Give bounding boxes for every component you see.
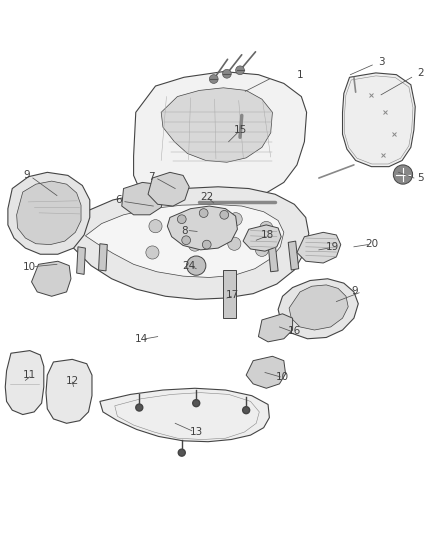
Polygon shape: [288, 241, 299, 270]
Circle shape: [182, 236, 191, 245]
Polygon shape: [167, 206, 237, 250]
Text: 9: 9: [24, 171, 31, 180]
Polygon shape: [246, 356, 286, 388]
Polygon shape: [99, 244, 107, 271]
Text: 15: 15: [233, 125, 247, 135]
Text: 9: 9: [351, 286, 358, 296]
Circle shape: [243, 407, 250, 414]
Text: 18: 18: [261, 230, 274, 240]
Circle shape: [136, 404, 143, 411]
Circle shape: [146, 246, 159, 259]
Circle shape: [228, 237, 241, 251]
Polygon shape: [343, 73, 415, 167]
Polygon shape: [46, 359, 92, 423]
Polygon shape: [100, 388, 269, 442]
Circle shape: [178, 449, 185, 456]
Text: 1: 1: [297, 70, 304, 79]
Circle shape: [187, 256, 206, 275]
Text: 13: 13: [190, 427, 203, 437]
Circle shape: [220, 211, 229, 219]
Polygon shape: [161, 88, 272, 162]
Polygon shape: [289, 285, 348, 330]
Circle shape: [177, 215, 186, 223]
Text: 22: 22: [200, 192, 213, 203]
Polygon shape: [5, 351, 44, 415]
Text: 20: 20: [365, 239, 378, 249]
Circle shape: [188, 238, 201, 251]
Text: 14: 14: [134, 334, 148, 344]
Text: 3: 3: [378, 56, 385, 67]
Circle shape: [236, 66, 244, 75]
Circle shape: [202, 240, 211, 249]
Polygon shape: [258, 314, 293, 342]
Text: 24: 24: [183, 261, 196, 271]
Circle shape: [209, 75, 218, 84]
Text: 11: 11: [23, 370, 36, 380]
Polygon shape: [122, 182, 164, 215]
Text: 12: 12: [66, 376, 79, 386]
Polygon shape: [77, 247, 85, 274]
Polygon shape: [8, 172, 90, 254]
Polygon shape: [17, 181, 81, 245]
Polygon shape: [148, 172, 189, 206]
Text: 8: 8: [181, 225, 188, 236]
Text: 19: 19: [325, 242, 339, 252]
Text: 2: 2: [417, 68, 424, 78]
Polygon shape: [268, 243, 278, 272]
Text: 17: 17: [226, 290, 239, 300]
Circle shape: [223, 69, 231, 78]
Polygon shape: [134, 71, 307, 206]
Circle shape: [199, 209, 208, 217]
Text: 16: 16: [288, 326, 301, 336]
Polygon shape: [32, 261, 71, 296]
Polygon shape: [243, 225, 281, 251]
Circle shape: [393, 165, 413, 184]
Circle shape: [193, 400, 200, 407]
Polygon shape: [85, 204, 284, 278]
Polygon shape: [297, 232, 341, 263]
Circle shape: [255, 243, 268, 256]
Bar: [223, 270, 236, 318]
Text: 7: 7: [148, 172, 155, 182]
Text: 5: 5: [417, 173, 424, 183]
Text: 10: 10: [276, 372, 289, 382]
Text: 6: 6: [115, 195, 122, 205]
Circle shape: [149, 220, 162, 233]
Circle shape: [190, 211, 203, 224]
Circle shape: [229, 213, 242, 226]
Polygon shape: [278, 279, 358, 339]
Text: 10: 10: [23, 262, 36, 271]
Polygon shape: [65, 187, 309, 300]
Circle shape: [260, 221, 273, 235]
